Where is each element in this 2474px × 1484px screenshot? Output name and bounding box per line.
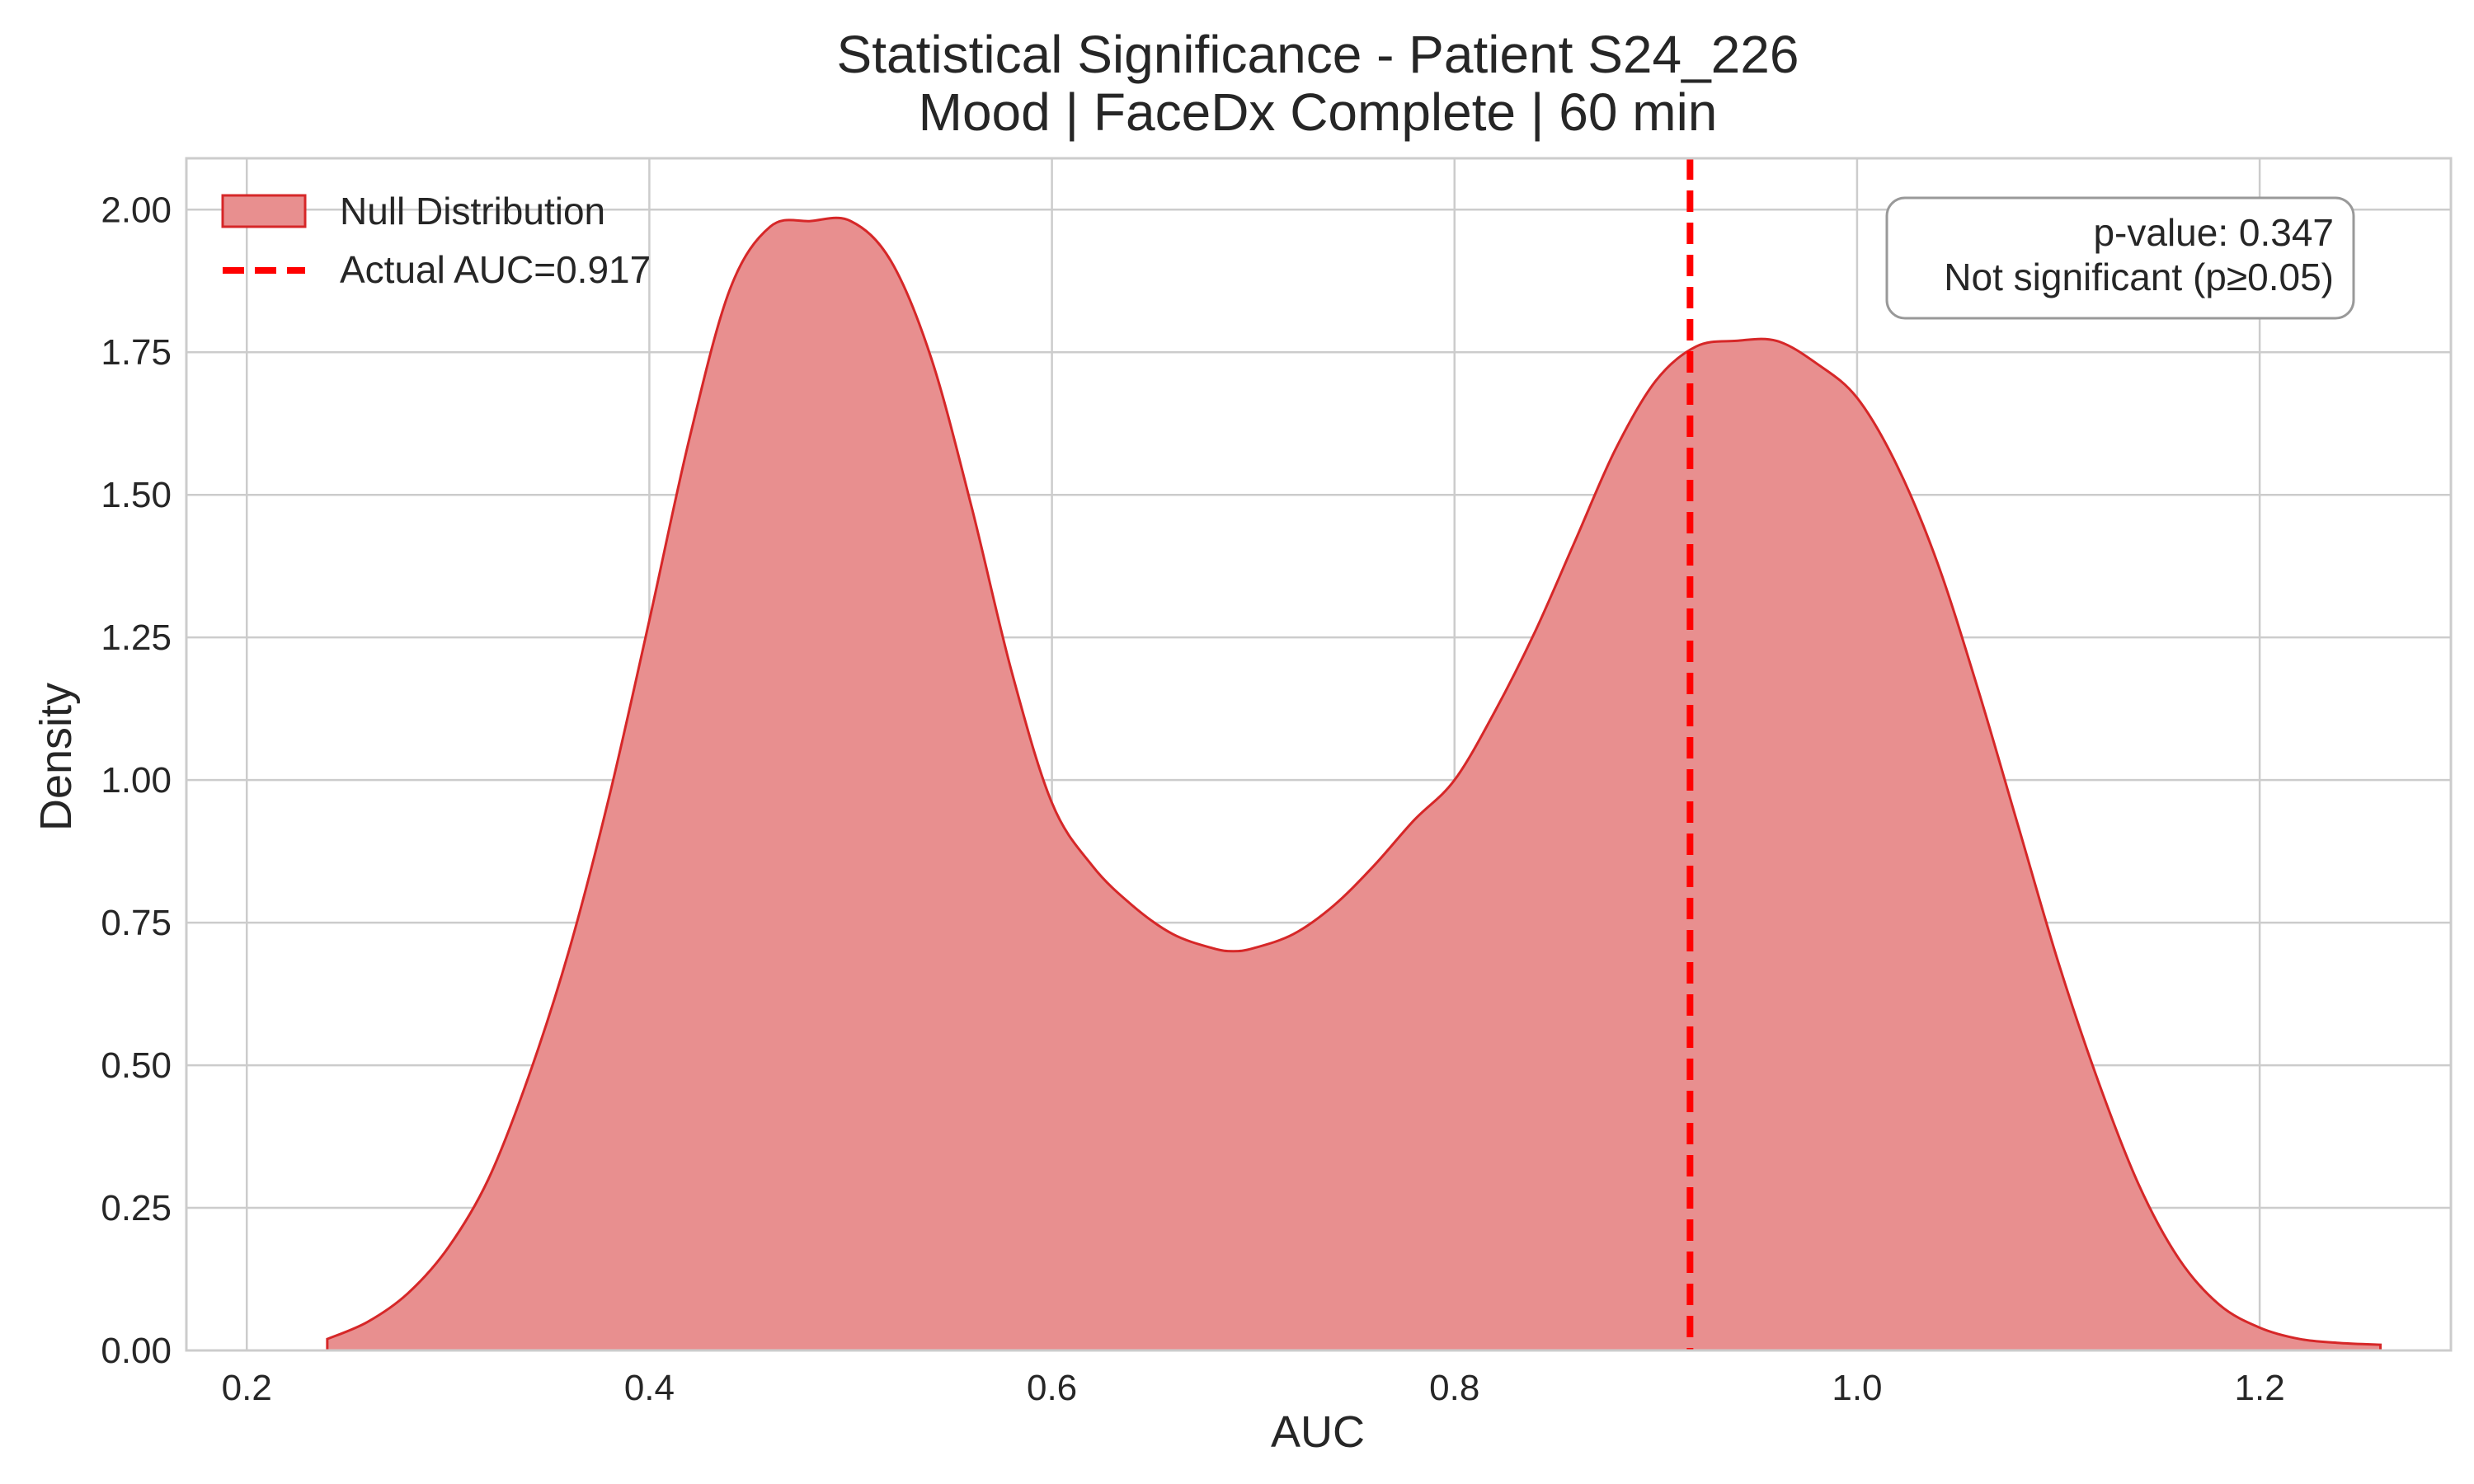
plot-data bbox=[326, 158, 2382, 1352]
x-tick-label: 0.2 bbox=[222, 1368, 272, 1408]
y-tick-label: 0.50 bbox=[101, 1045, 172, 1086]
x-tick-label: 0.8 bbox=[1429, 1368, 1479, 1408]
grid-lines bbox=[186, 158, 2451, 1352]
y-tick-label: 1.50 bbox=[101, 475, 172, 515]
annotation-box bbox=[1885, 196, 2355, 320]
chart-title-line1: Statistical Significance - Patient S24_2… bbox=[837, 25, 1799, 84]
legend-label-null-distribution: Null Distribution bbox=[340, 190, 605, 232]
y-tick-label: 0.75 bbox=[101, 903, 172, 943]
x-tick-label: 0.4 bbox=[624, 1368, 675, 1408]
annotation-significance: Not significant (p≥0.05) bbox=[1944, 256, 2334, 298]
x-axis-label: AUC bbox=[1271, 1407, 1365, 1457]
y-tick-label: 0.25 bbox=[101, 1188, 172, 1228]
p-value-annotation: p-value: 0.347 Not significant (p≥0.05) bbox=[1885, 196, 2355, 320]
y-tick-label: 1.00 bbox=[101, 760, 172, 801]
null-distribution-outline bbox=[326, 216, 2382, 1352]
axes-frame bbox=[185, 157, 2453, 1352]
x-tick-label: 1.2 bbox=[2235, 1368, 2285, 1408]
x-tick-label: 0.6 bbox=[1027, 1368, 1077, 1408]
x-tick-label: 1.0 bbox=[1832, 1368, 1882, 1408]
y-tick-labels: 0.00 0.25 0.50 0.75 1.00 1.25 1.50 1.75 2.00 bbox=[101, 190, 172, 1371]
y-tick-label: 1.75 bbox=[101, 332, 172, 373]
legend-label-actual-auc: Actual AUC=0.917 bbox=[340, 248, 651, 291]
chart-title-line2: Mood | FaceDx Complete | 60 min bbox=[919, 82, 1718, 142]
y-tick-label: 0.00 bbox=[101, 1331, 172, 1371]
x-tick-labels: 0.2 0.4 0.6 0.8 1.0 1.2 bbox=[222, 1368, 2285, 1408]
null-distribution-area bbox=[327, 218, 2381, 1350]
annotation-p-value: p-value: 0.347 bbox=[2093, 211, 2334, 254]
y-tick-label: 1.25 bbox=[101, 618, 172, 658]
y-axis-label: Density bbox=[31, 683, 81, 831]
legend-swatch-null-distribution bbox=[221, 194, 307, 228]
legend: Null Distribution Actual AUC=0.917 bbox=[221, 190, 651, 291]
y-tick-label: 2.00 bbox=[101, 190, 172, 230]
